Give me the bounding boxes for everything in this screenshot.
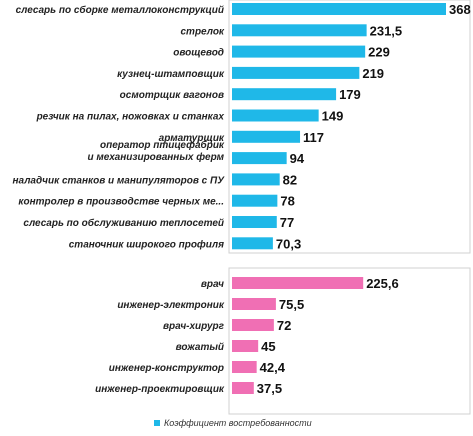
chart-frames xyxy=(228,0,471,415)
category-label: стрелок xyxy=(180,26,224,37)
value-label: 45 xyxy=(261,339,275,354)
category-label: слесарь по сборке металлоконструкций xyxy=(16,4,224,16)
category-label: оператор птицефабрик и механизированных ф… xyxy=(88,139,225,163)
bar xyxy=(232,194,278,207)
bar xyxy=(232,277,364,289)
legend-swatch xyxy=(154,420,160,426)
bar xyxy=(232,319,274,331)
value-label: 75,5 xyxy=(279,297,304,312)
bar xyxy=(232,237,273,250)
value-label: 77 xyxy=(280,215,294,230)
value-label: 231,5 xyxy=(370,23,403,38)
value-label: 149 xyxy=(322,109,344,124)
category-label: резчик на пилах, ножовках и станках xyxy=(36,112,225,123)
legend: Коэффициент востребованности xyxy=(154,418,312,428)
category-label: контролер в производстве черных ме... xyxy=(18,197,224,208)
value-label: 94 xyxy=(290,151,305,166)
bar xyxy=(232,130,301,143)
category-label: врач xyxy=(201,279,224,290)
category-label: станочник широкого профиля xyxy=(69,238,224,250)
value-label: 42,4 xyxy=(260,360,286,375)
category-label: слесарь по обслуживанию теплосетей xyxy=(23,217,224,229)
bar xyxy=(232,66,360,79)
value-label: 82 xyxy=(283,172,297,187)
bar xyxy=(232,24,367,37)
value-label: 179 xyxy=(339,87,361,102)
category-label: вожатый xyxy=(176,342,224,353)
bars-layer: 368 слесарь по сборке металлоконструкций 2… xyxy=(12,2,470,396)
value-label: 219 xyxy=(362,66,384,81)
bar xyxy=(232,109,319,122)
value-label: 70,3 xyxy=(276,236,301,251)
group-frame xyxy=(228,267,471,415)
category-label: инженер-электроник xyxy=(117,300,225,311)
category-label: арматурщик xyxy=(159,133,225,144)
bar xyxy=(232,152,287,165)
bar xyxy=(232,361,257,373)
value-label: 78 xyxy=(280,194,294,209)
category-label: осмотрщик вагонов xyxy=(120,90,224,101)
category-label: наладчик станков и манипуляторов с ПУ xyxy=(12,175,225,186)
legend-label: Коэффициент востребованности xyxy=(164,418,312,428)
category-label: инженер-конструктор xyxy=(109,363,224,374)
category-label: инженер-проектировщик xyxy=(95,384,225,395)
bar xyxy=(232,88,337,101)
value-label: 225,6 xyxy=(366,276,399,291)
value-label: 117 xyxy=(303,130,324,145)
category-label: кузнец-штамповщик xyxy=(117,69,225,80)
value-label: 72 xyxy=(277,318,291,333)
bar xyxy=(232,216,277,228)
bar xyxy=(232,45,366,58)
bar xyxy=(232,298,276,310)
value-label: 368 xyxy=(449,2,471,17)
group-frame xyxy=(228,0,471,254)
category-label: овощевод xyxy=(173,48,224,59)
bar xyxy=(232,3,446,15)
value-label: 229 xyxy=(368,45,390,60)
category-label: врач-хирург xyxy=(163,321,225,332)
value-label: 37,5 xyxy=(257,381,282,396)
bar xyxy=(232,173,280,186)
bar xyxy=(232,382,254,394)
bar xyxy=(232,340,259,352)
